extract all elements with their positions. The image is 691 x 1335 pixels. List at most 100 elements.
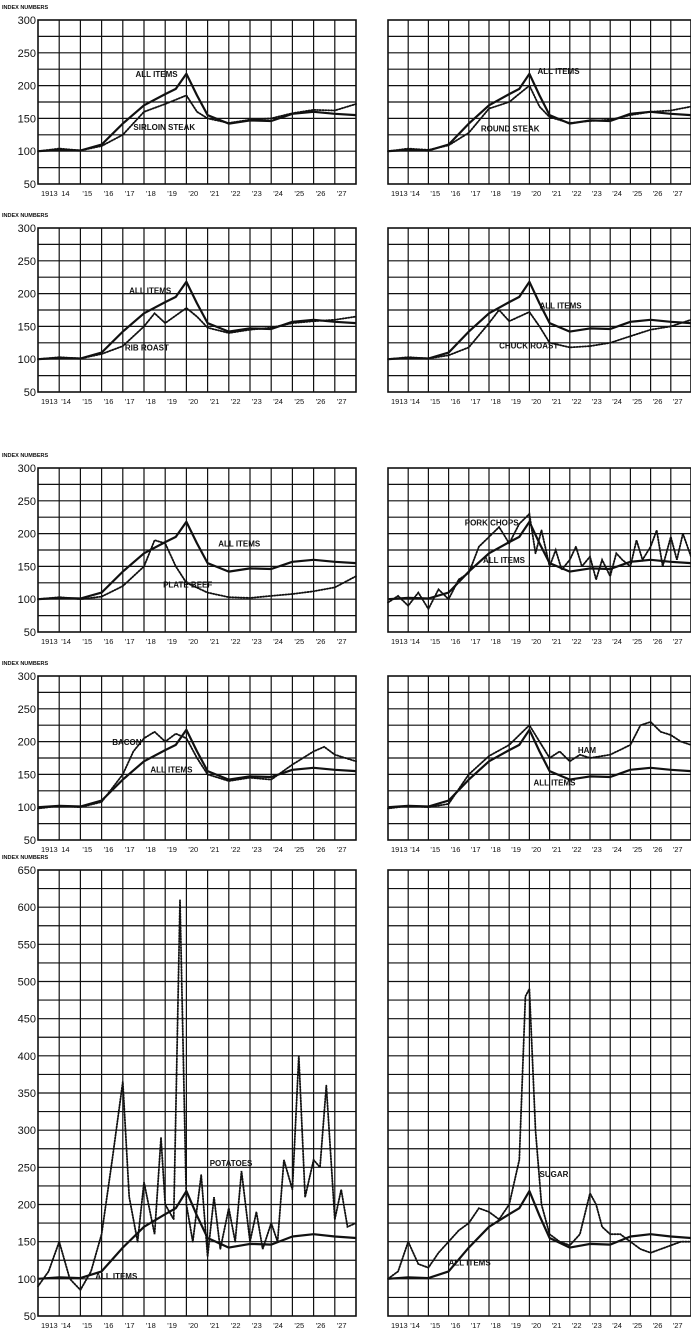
x-tick-label: '20	[531, 397, 541, 406]
chart-frame	[37, 19, 357, 185]
x-tick-label: 1913	[41, 189, 58, 198]
chart-gridlines	[38, 228, 356, 392]
series-line-all-items	[37, 728, 357, 809]
series-line-all-items	[387, 72, 691, 153]
x-tick-label: '17	[471, 1321, 481, 1330]
x-tick-label: 14	[61, 845, 69, 854]
series-line-plate-beef	[37, 539, 357, 601]
series-line-rib-roast	[37, 306, 357, 361]
series-line-bacon	[37, 730, 357, 810]
y-tick-label: 150	[18, 113, 36, 125]
x-tick-label: '26	[316, 1321, 326, 1330]
x-tick-label: '15	[430, 637, 440, 646]
y-tick-label: 550	[18, 939, 36, 951]
x-tick-label: '19	[511, 397, 521, 406]
chart-panel-9: 1913'14 '15 '16 '17 '18 '19 '20 '21 '22 '23 '24 '25…	[387, 869, 691, 1330]
y-tick-label: 500	[18, 977, 36, 989]
x-tick-label: '24	[273, 845, 283, 854]
chart-frame	[387, 227, 691, 393]
x-tick-label: '19	[167, 845, 177, 854]
x-tick-label: '21	[552, 845, 562, 854]
x-tick-label: '26	[653, 845, 663, 854]
x-tick-label: '22	[231, 637, 241, 646]
x-tick-label: '15	[430, 189, 440, 198]
x-tick-label: '14	[410, 397, 420, 406]
x-tick-label: '21	[210, 845, 220, 854]
x-tick-label: '27	[337, 845, 347, 854]
y-axis-label: INDEX NUMBERS	[2, 213, 48, 219]
y-tick-label: 200	[18, 737, 36, 749]
series-line-pork-chops	[387, 512, 691, 611]
x-tick-label: '27	[337, 637, 347, 646]
x-tick-label: '26	[653, 397, 663, 406]
x-tick-label: '26	[316, 397, 326, 406]
x-tick-label: '16	[104, 1321, 114, 1330]
series-annotation: POTATOES	[210, 1159, 253, 1168]
y-axis-label: INDEX NUMBERS	[2, 855, 48, 861]
x-tick-label: '24	[273, 189, 283, 198]
x-tick-label: '20	[188, 845, 198, 854]
chart-gridlines	[38, 468, 356, 632]
y-tick-label: 100	[18, 594, 36, 606]
x-tick-label: 1913	[391, 637, 408, 646]
x-tick-label: '17	[125, 845, 135, 854]
chart-gridlines	[38, 20, 356, 184]
series-annotation: ALL ITEMS	[150, 765, 193, 774]
series-annotation: ALL ITEMS	[540, 302, 583, 311]
series-annotation: ALL ITEMS	[449, 1258, 492, 1267]
x-tick-label: '27	[673, 397, 683, 406]
y-tick-label: 200	[18, 529, 36, 541]
x-tick-label: '22	[572, 397, 582, 406]
x-tick-label: '15	[430, 1321, 440, 1330]
y-tick-label: 650	[18, 865, 36, 877]
series-annotation: ROUND STEAK	[481, 125, 540, 134]
series-line-all-items	[387, 520, 691, 601]
x-tick-label: '18	[146, 845, 156, 854]
y-tick-label: 250	[18, 1162, 36, 1174]
x-tick-label: '19	[511, 189, 521, 198]
series-line-sirloin-steak	[37, 94, 357, 153]
x-tick-label: '26	[653, 189, 663, 198]
y-tick-label: 50	[24, 1311, 36, 1323]
y-tick-label: 300	[18, 15, 36, 27]
x-tick-label: '25	[294, 845, 304, 854]
y-tick-label: 450	[18, 1014, 36, 1026]
x-tick-label: '18	[491, 637, 501, 646]
x-tick-label: '22	[231, 845, 241, 854]
y-tick-label: 300	[18, 1125, 36, 1137]
series-annotation: PORK CHOPS	[465, 519, 519, 528]
chart-gridlines	[388, 228, 691, 392]
x-tick-label: '16	[451, 189, 461, 198]
x-tick-label: '17	[471, 845, 481, 854]
x-tick-label: '27	[337, 189, 347, 198]
x-tick-label: '24	[612, 845, 622, 854]
x-tick-label: 1913	[391, 845, 408, 854]
series-line-potatoes	[37, 899, 357, 1292]
y-tick-label: 350	[18, 1088, 36, 1100]
x-tick-label: '15	[430, 845, 440, 854]
x-tick-label: '17	[471, 397, 481, 406]
y-tick-label: 200	[18, 1200, 36, 1212]
x-tick-label: '25	[294, 1321, 304, 1330]
x-tick-label: 1913	[41, 637, 58, 646]
y-tick-label: 250	[18, 48, 36, 60]
x-tick-label: 14	[61, 189, 69, 198]
series-annotation: ALL ITEMS	[95, 1272, 138, 1281]
x-tick-label: '25	[294, 637, 304, 646]
y-tick-label: 50	[24, 179, 36, 191]
x-tick-label: '23	[592, 637, 602, 646]
x-tick-label: '20	[531, 1321, 541, 1330]
series-annotation: ALL ITEMS	[129, 287, 172, 296]
x-tick-label: '16	[104, 845, 114, 854]
x-tick-label: '22	[231, 1321, 241, 1330]
chart-panel-5: 1913'14 '15 '16 '17 '18 '19 '20 '21 '22 '23 '24 '25…	[387, 467, 691, 646]
chart-panel-6: INDEX NUMBERS 50 100 150 200 250 300 1913 14 '15 '…	[2, 661, 357, 854]
series-line-all-items	[37, 1189, 357, 1280]
x-tick-label: '24	[612, 397, 622, 406]
x-tick-label: 1913	[391, 397, 408, 406]
x-tick-label: '27	[673, 189, 683, 198]
x-tick-label: '22	[572, 1321, 582, 1330]
chart-frame	[37, 869, 357, 1317]
x-tick-label: '23	[592, 189, 602, 198]
x-tick-label: '23	[252, 637, 262, 646]
